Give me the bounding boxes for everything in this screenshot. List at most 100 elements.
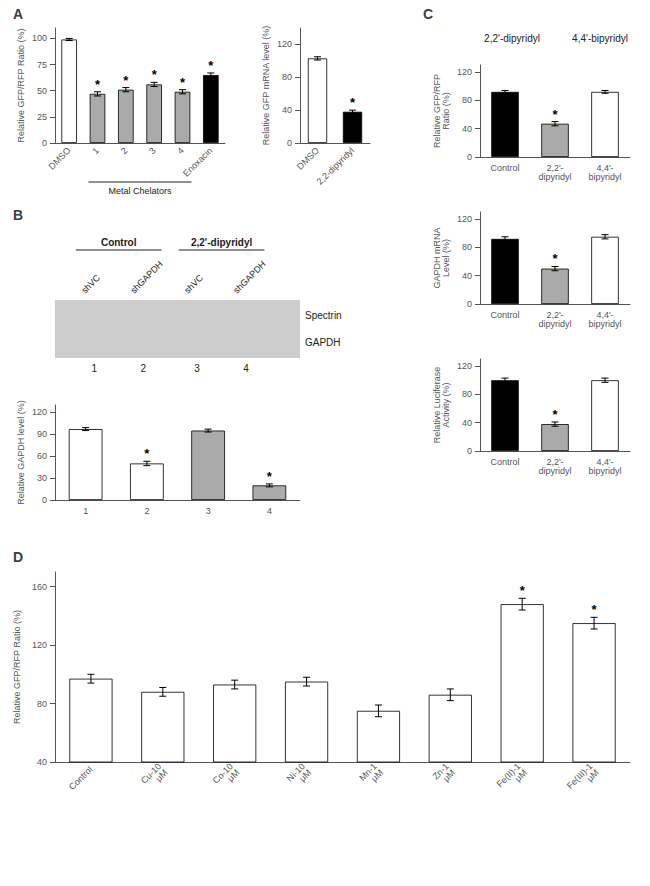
svg-text:0: 0 — [287, 138, 292, 148]
svg-text:Control: Control — [490, 457, 519, 467]
svg-text:bipyridyl: bipyridyl — [588, 319, 621, 329]
svg-text:2: 2 — [119, 145, 130, 156]
svg-text:shVC: shVC — [182, 272, 205, 295]
svg-text:3: 3 — [206, 506, 211, 516]
svg-text:40: 40 — [282, 105, 292, 115]
svg-text:0: 0 — [42, 138, 47, 148]
svg-text:Relative GFP/RFP Ratio (%): Relative GFP/RFP Ratio (%) — [16, 29, 26, 143]
svg-text:120: 120 — [457, 67, 472, 77]
svg-text:160: 160 — [32, 582, 47, 592]
svg-text:DMSO: DMSO — [295, 145, 321, 171]
svg-text:shGAPDH: shGAPDH — [128, 259, 164, 295]
svg-text:μM: μM — [585, 768, 601, 784]
svg-text:Activity (%): Activity (%) — [441, 382, 451, 427]
svg-text:1: 1 — [83, 506, 88, 516]
svg-text:120: 120 — [32, 640, 47, 650]
svg-text:*: * — [552, 407, 558, 422]
svg-text:*: * — [552, 251, 558, 266]
svg-text:Control: Control — [490, 163, 519, 173]
svg-text:80: 80 — [282, 72, 292, 82]
svg-text:dipyridyl: dipyridyl — [538, 319, 571, 329]
svg-text:2: 2 — [144, 506, 149, 516]
svg-text:μM: μM — [225, 768, 241, 784]
svg-text:Spectrin: Spectrin — [305, 310, 342, 321]
svg-text:40: 40 — [462, 418, 472, 428]
svg-text:Metal Chelators: Metal Chelators — [108, 186, 172, 196]
svg-text:4: 4 — [243, 363, 249, 374]
svg-text:Ratio (%): Ratio (%) — [441, 92, 451, 130]
svg-text:120: 120 — [32, 407, 47, 417]
svg-text:2,2'-dipyridyl: 2,2'-dipyridyl — [191, 237, 253, 248]
svg-text:25: 25 — [37, 112, 47, 122]
svg-text:μM: μM — [441, 768, 457, 784]
svg-text:60: 60 — [37, 451, 47, 461]
svg-text:40: 40 — [462, 124, 472, 134]
svg-text:*: * — [152, 67, 158, 82]
svg-text:100: 100 — [32, 33, 47, 43]
svg-text:0: 0 — [467, 446, 472, 456]
svg-text:0: 0 — [42, 495, 47, 505]
svg-text:2,2-dipyridyl: 2,2-dipyridyl — [315, 145, 356, 186]
svg-text:Control: Control — [490, 310, 519, 320]
svg-text:40: 40 — [462, 271, 472, 281]
svg-text:μM: μM — [153, 768, 169, 784]
svg-text:80: 80 — [37, 699, 47, 709]
svg-text:*: * — [350, 95, 356, 110]
svg-text:4: 4 — [175, 145, 186, 156]
svg-text:80: 80 — [462, 389, 472, 399]
svg-text:120: 120 — [277, 39, 292, 49]
svg-text:80: 80 — [462, 242, 472, 252]
svg-text:*: * — [123, 73, 129, 88]
svg-text:Level (%): Level (%) — [441, 239, 451, 277]
svg-text:B: B — [13, 207, 23, 223]
svg-text:*: * — [267, 469, 273, 484]
svg-text:90: 90 — [37, 429, 47, 439]
svg-text:*: * — [552, 107, 558, 122]
svg-text:Fe(II)-1: Fe(II)-1 — [494, 761, 523, 790]
svg-text:75: 75 — [37, 60, 47, 70]
svg-text:Control: Control — [101, 237, 137, 248]
svg-text:μM: μM — [369, 768, 385, 784]
svg-text:shVC: shVC — [79, 272, 102, 295]
svg-text:Relative GAPDH level (%): Relative GAPDH level (%) — [16, 400, 26, 505]
svg-text:1: 1 — [90, 145, 101, 156]
svg-text:DMSO: DMSO — [47, 145, 73, 171]
svg-text:120: 120 — [457, 361, 472, 371]
svg-text:50: 50 — [37, 86, 47, 96]
svg-text:0: 0 — [467, 152, 472, 162]
svg-text:*: * — [95, 77, 101, 92]
svg-text:Relative GFP mRNA level (%): Relative GFP mRNA level (%) — [261, 26, 271, 145]
svg-text:3: 3 — [194, 363, 200, 374]
svg-text:A: A — [13, 6, 23, 22]
svg-text:μM: μM — [297, 768, 313, 784]
svg-text:bipyridyl: bipyridyl — [588, 466, 621, 476]
svg-text:C: C — [423, 6, 433, 22]
svg-text:Relative GFP/RFP Ratio (%): Relative GFP/RFP Ratio (%) — [12, 610, 22, 724]
svg-text:*: * — [180, 75, 186, 90]
svg-text:Enoxacin: Enoxacin — [181, 145, 214, 178]
svg-text:0: 0 — [467, 299, 472, 309]
svg-text:2,2'-dipyridyl: 2,2'-dipyridyl — [484, 33, 540, 44]
svg-text:μM: μM — [513, 768, 529, 784]
svg-text:dipyridyl: dipyridyl — [538, 172, 571, 182]
svg-text:80: 80 — [462, 95, 472, 105]
svg-text:4,4'-bipyridyl: 4,4'-bipyridyl — [572, 33, 628, 44]
svg-text:1: 1 — [91, 363, 97, 374]
svg-text:*: * — [208, 58, 214, 73]
svg-text:bipyridyl: bipyridyl — [588, 172, 621, 182]
svg-text:dipyridyl: dipyridyl — [538, 466, 571, 476]
svg-text:*: * — [520, 583, 526, 598]
svg-text:Fe(III)-1: Fe(III)-1 — [564, 761, 595, 791]
svg-text:D: D — [13, 549, 23, 565]
svg-text:40: 40 — [37, 757, 47, 767]
svg-text:30: 30 — [37, 473, 47, 483]
svg-text:4: 4 — [267, 506, 272, 516]
svg-text:Control: Control — [67, 764, 95, 792]
svg-text:GAPDH: GAPDH — [305, 337, 341, 348]
svg-text:*: * — [592, 602, 598, 617]
svg-text:shGAPDH: shGAPDH — [231, 259, 267, 295]
svg-text:2: 2 — [140, 363, 146, 374]
svg-text:3: 3 — [147, 145, 158, 156]
svg-text:120: 120 — [457, 214, 472, 224]
svg-text:*: * — [144, 446, 150, 461]
